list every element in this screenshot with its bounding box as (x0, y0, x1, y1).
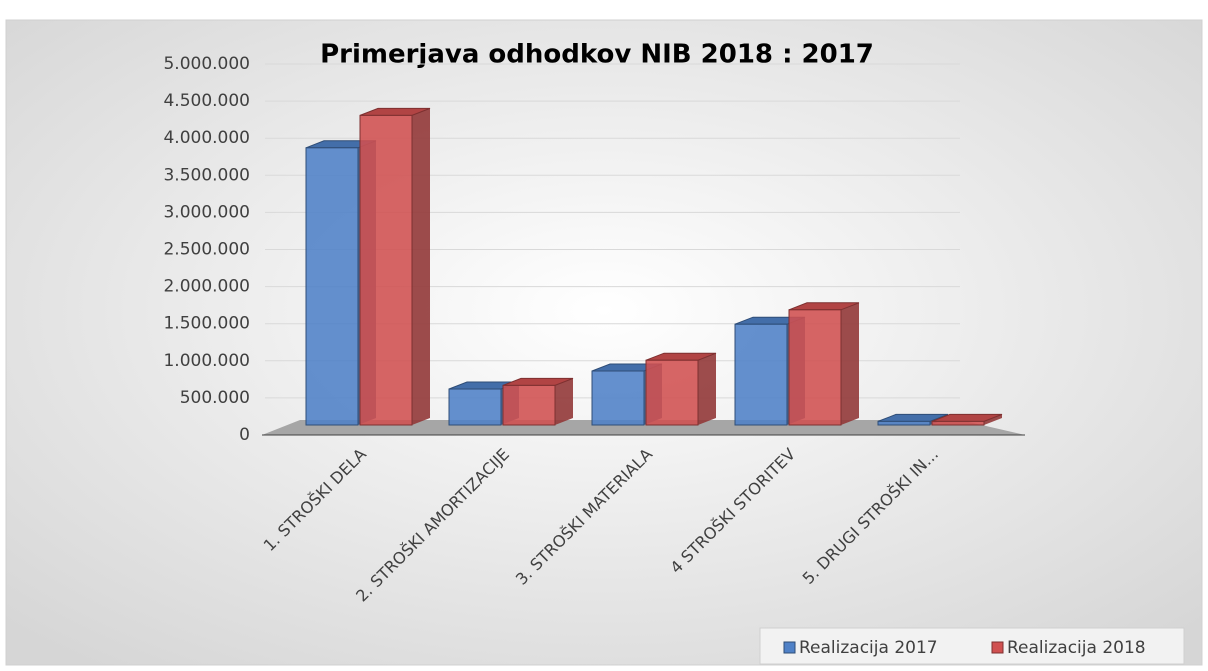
y-tick-label: 4.000.000 (163, 128, 250, 148)
y-tick-label: 500.000 (180, 388, 250, 408)
y-tick-label: 5.000.000 (163, 54, 250, 74)
bar (788, 302, 860, 426)
bar-front (877, 420, 931, 426)
bar (502, 377, 574, 426)
bar-front (788, 309, 842, 426)
legend-box (759, 627, 1185, 665)
bar-side (555, 378, 573, 425)
bar-front (502, 384, 556, 426)
y-tick-label: 3.000.000 (163, 202, 250, 222)
legend-label: Realizacija 2017 (799, 638, 938, 658)
legend-swatch (991, 641, 1004, 654)
chart-title: Primerjava odhodkov NIB 2018 : 2017 (320, 40, 874, 70)
bar-side (698, 353, 716, 425)
bar-front (931, 420, 985, 426)
legend-label: Realizacija 2018 (1007, 638, 1146, 658)
bar (931, 413, 1003, 426)
chart-area (5, 19, 1203, 666)
y-tick-label: 2.500.000 (163, 240, 250, 260)
bar-front (359, 114, 413, 426)
bar-side (412, 108, 430, 426)
legend-swatch (783, 641, 796, 654)
bar-front (305, 147, 359, 426)
y-tick-label: 2.000.000 (163, 277, 250, 297)
y-tick-label: 3.500.000 (163, 165, 250, 185)
y-tick-label: 1.500.000 (163, 314, 250, 334)
y-tick-label: 0 (239, 425, 250, 445)
y-tick-label: 1.000.000 (163, 351, 250, 371)
bar-front (734, 323, 788, 426)
bar (359, 107, 431, 426)
bar-front (591, 370, 645, 426)
bar-side (841, 302, 859, 425)
bar-front (645, 359, 699, 426)
bar-side (984, 414, 1002, 425)
bar (645, 352, 717, 426)
y-tick-label: 4.500.000 (163, 91, 250, 111)
bar-front (448, 388, 502, 426)
